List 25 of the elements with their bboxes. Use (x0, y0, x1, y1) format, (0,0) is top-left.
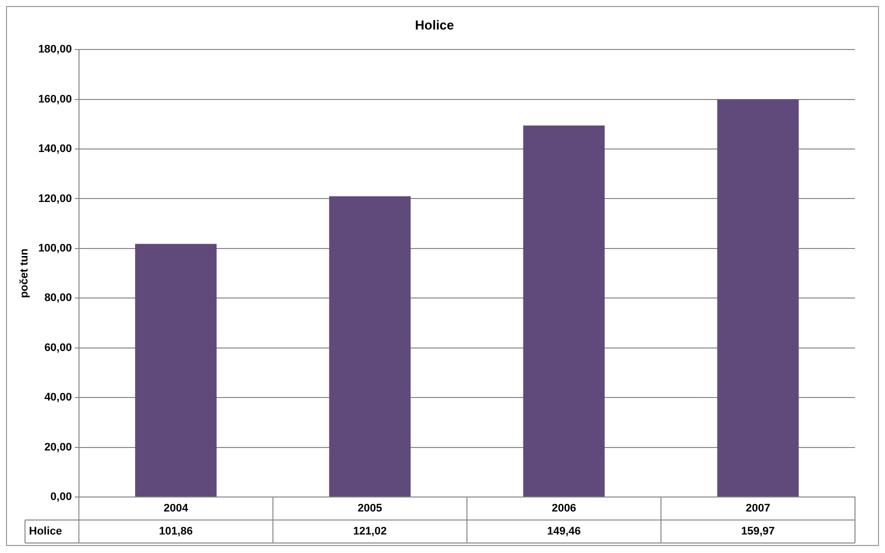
y-tick-label: 0,00 (50, 491, 72, 504)
y-tick-label: 20,00 (44, 441, 72, 454)
bar (329, 196, 411, 496)
bar (717, 99, 799, 496)
data-label: 159,97 (741, 526, 775, 538)
y-tick-label: 80,00 (44, 292, 72, 304)
data-label: 149,46 (547, 526, 581, 538)
y-tick-label: 40,00 (44, 392, 72, 404)
y-axis-title: počet tun (18, 248, 31, 298)
x-tick-label: 2004 (164, 502, 189, 515)
y-tick-label: 140,00 (38, 143, 72, 156)
y-tick-label: 120,00 (38, 192, 72, 205)
chart-title: Holice (414, 17, 454, 32)
data-label: 121,02 (353, 526, 387, 538)
bar (135, 244, 217, 496)
y-tick-label: 180,00 (38, 44, 72, 56)
bar (523, 126, 605, 496)
text: Holice (29, 526, 62, 538)
y-tick-label: 100,00 (38, 242, 72, 254)
y-tick-label: 60,00 (44, 342, 72, 354)
y-tick-label: 160,00 (38, 93, 72, 106)
x-tick-label: 2005 (358, 502, 382, 515)
x-tick-label: 2006 (552, 502, 576, 515)
x-tick-label: 2007 (746, 502, 770, 515)
data-label: 101,86 (159, 526, 193, 538)
